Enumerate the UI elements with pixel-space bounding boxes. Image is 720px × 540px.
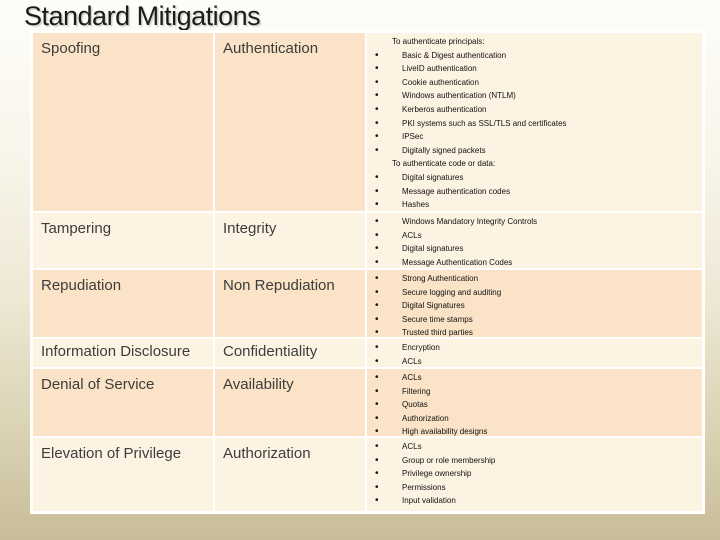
cell-details-repudiation: Strong AuthenticationSecure logging and …: [367, 270, 702, 337]
mitigation-bullet-item: Group or role membership: [367, 454, 702, 468]
cell-mitigation-confidentiality: Confidentiality: [215, 339, 365, 367]
cell-threat-denial-of-service: Denial of Service: [33, 369, 213, 436]
mitigation-bullet-item: Permissions: [367, 481, 702, 495]
mitigation-bullet-item: Kerberos authentication: [367, 103, 702, 117]
cell-mitigation-authentication: Authentication: [215, 33, 365, 211]
mitigation-bullet-item: Windows authentication (NTLM): [367, 89, 702, 103]
mitigations-table: Spoofing Authentication To authenticate …: [30, 30, 705, 514]
mitigation-bullet-item: ACLs: [367, 229, 702, 243]
mitigation-bullet-item: Privilege ownership: [367, 467, 702, 481]
mitigation-bullet-item: Trusted third parties: [367, 326, 702, 337]
mitigation-bullet-item: Basic & Digest authentication: [367, 49, 702, 63]
cell-threat-spoofing: Spoofing: [33, 33, 213, 211]
mitigation-bullet-item: Quotas: [367, 398, 702, 412]
mitigation-bullet-item: Message authentication codes: [367, 185, 702, 199]
cell-threat-tampering: Tampering: [33, 213, 213, 268]
mitigation-bullet-item: Filtering: [367, 385, 702, 399]
mitigation-bullet-item: Hashes: [367, 198, 702, 211]
mitigation-bullet-item: ACLs: [367, 355, 702, 367]
mitigation-section-label: To authenticate code or data:: [392, 159, 496, 169]
cell-details-denial-of-service: ACLsFilteringQuotasAuthorizationHigh ava…: [367, 369, 702, 436]
mitigation-bullet-item: Secure time stamps: [367, 313, 702, 327]
mitigation-bullet-item: High availability designs: [367, 425, 702, 436]
cell-threat-information-disclosure: Information Disclosure: [33, 339, 213, 367]
page-title: Standard Mitigations: [24, 1, 261, 31]
mitigation-bullet-item: LiveID authentication: [367, 62, 702, 76]
cell-mitigation-availability: Availability: [215, 369, 365, 436]
mitigation-bullet-item: Strong Authentication: [367, 272, 702, 286]
cell-mitigation-authorization: Authorization: [215, 438, 365, 511]
cell-threat-repudiation: Repudiation: [33, 270, 213, 337]
mitigation-bullet-item: Encryption: [367, 341, 702, 355]
mitigation-bullet-item: ACLs: [367, 371, 702, 385]
mitigation-bullet-item: Windows Mandatory Integrity Controls: [367, 215, 702, 229]
cell-details-elevation-of-privilege: ACLsGroup or role membershipPrivilege ow…: [367, 438, 702, 511]
cell-mitigation-non-repudiation: Non Repudiation: [215, 270, 365, 337]
mitigation-bullet-item: Message Authentication Codes: [367, 256, 702, 268]
mitigation-bullet-item: IPSec: [367, 130, 702, 144]
cell-details-spoofing: To authenticate principals: Basic & Diges…: [367, 33, 702, 211]
mitigation-bullet-item: Input validation: [367, 494, 702, 508]
mitigation-bullet-item: Cookie authentication: [367, 76, 702, 90]
cell-details-tampering: Windows Mandatory Integrity ControlsACLs…: [367, 213, 702, 268]
mitigation-bullet-item: ACLs: [367, 440, 702, 454]
mitigation-section-label: To authenticate principals:: [392, 37, 485, 46]
mitigation-bullet-item: PKI systems such as SSL/TLS and certific…: [367, 117, 702, 131]
mitigation-bullet-item: Secure logging and auditing: [367, 286, 702, 300]
cell-details-information-disclosure: EncryptionACLs: [367, 339, 702, 367]
mitigation-bullet-item: Authorization: [367, 412, 702, 426]
cell-threat-elevation-of-privilege: Elevation of Privilege: [33, 438, 213, 511]
mitigation-bullet-item: Digitally signed packets: [367, 144, 702, 158]
mitigation-bullet-item: Digital signatures: [367, 242, 702, 256]
cell-mitigation-integrity: Integrity: [215, 213, 365, 268]
mitigation-bullet-item: Digital signatures: [367, 171, 702, 185]
mitigation-bullet-item: Digital Signatures: [367, 299, 702, 313]
